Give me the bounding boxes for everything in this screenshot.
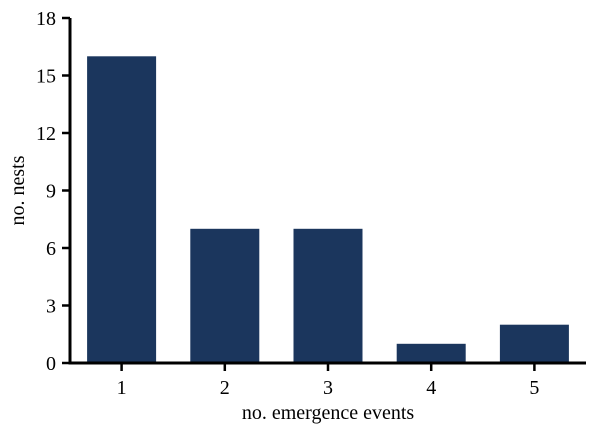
y-tick-label: 0 <box>46 353 56 375</box>
x-tick-label: 5 <box>529 377 539 399</box>
x-tick-label: 3 <box>323 377 333 399</box>
x-axis-ticks: 1 2 3 4 5 <box>117 363 539 399</box>
x-tick-label: 1 <box>117 377 127 399</box>
y-tick-label: 12 <box>36 123 56 145</box>
y-tick-label: 3 <box>46 296 56 318</box>
y-axis-title: no. nests <box>7 155 29 225</box>
y-tick-label: 18 <box>36 8 56 30</box>
bar-2 <box>190 228 260 363</box>
x-axis-title: no. emergence events <box>242 402 415 424</box>
x-tick-label: 2 <box>220 377 230 399</box>
x-tick-label: 4 <box>426 377 436 399</box>
y-tick-label: 15 <box>36 66 56 88</box>
bars-group <box>87 56 569 364</box>
bar-1 <box>87 56 157 364</box>
bar-5 <box>499 324 569 363</box>
bar-4 <box>396 343 466 363</box>
y-axis-ticks: 0 3 6 9 12 15 18 <box>36 8 70 375</box>
bar-3 <box>293 228 363 363</box>
y-tick-label: 6 <box>46 238 56 260</box>
y-tick-label: 9 <box>46 181 56 203</box>
